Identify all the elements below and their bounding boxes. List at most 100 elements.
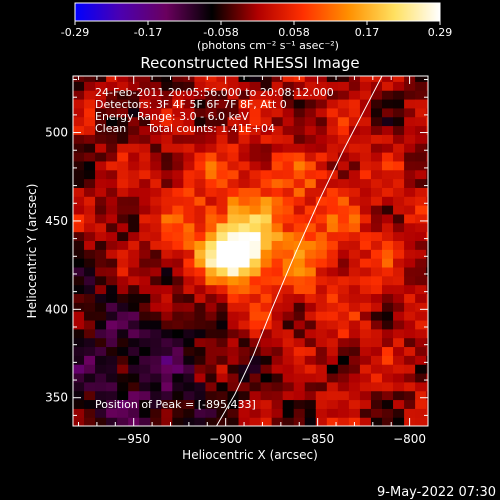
heatmap-cell xyxy=(84,178,96,188)
heatmap-cell xyxy=(271,205,284,215)
heatmap-cell xyxy=(150,275,162,286)
heatmap-cell xyxy=(337,98,350,109)
heatmap-cell xyxy=(139,107,151,118)
heatmap-cell xyxy=(238,364,251,374)
heatmap-cell xyxy=(238,417,251,426)
heatmap-cell xyxy=(415,266,427,277)
heatmap-cell xyxy=(370,107,383,118)
heatmap-cell xyxy=(227,381,240,392)
heatmap-cell xyxy=(139,98,151,109)
heatmap-cell xyxy=(194,346,207,356)
heatmap-cell xyxy=(426,293,428,303)
heatmap-cell xyxy=(73,134,85,144)
heatmap-cell xyxy=(304,302,317,312)
heatmap-cell xyxy=(304,275,317,286)
heatmap-cell xyxy=(393,346,405,356)
heatmap-cell xyxy=(117,346,129,356)
heatmap-cell xyxy=(293,222,306,233)
heatmap-cell xyxy=(260,205,273,215)
heatmap-cell xyxy=(426,355,428,365)
heatmap-cell xyxy=(216,364,229,374)
heatmap-cell xyxy=(216,337,229,348)
heatmap-cell xyxy=(293,328,306,339)
heatmap-cell xyxy=(304,249,317,259)
heatmap-cell xyxy=(205,178,218,188)
heatmap-cell xyxy=(238,293,251,303)
heatmap-cell xyxy=(315,169,328,180)
heatmap-cell xyxy=(249,266,262,277)
heatmap-cell xyxy=(337,178,350,188)
heatmap-cell xyxy=(150,222,162,233)
heatmap-cell xyxy=(260,125,273,135)
heatmap-cell xyxy=(426,417,428,426)
heatmap-cell xyxy=(404,160,416,171)
heatmap-cell xyxy=(359,81,372,91)
heatmap-cell xyxy=(117,364,129,374)
heatmap-cell xyxy=(172,381,184,392)
heatmap-cell xyxy=(382,196,394,206)
heatmap-cell xyxy=(249,178,262,188)
heatmap-cell xyxy=(227,222,240,233)
heatmap-cell xyxy=(249,107,262,118)
heatmap-cell xyxy=(172,364,184,374)
heatmap-cell xyxy=(271,222,284,233)
heatmap-cell xyxy=(194,258,207,268)
heatmap-cell xyxy=(95,107,107,118)
heatmap-cell xyxy=(205,355,218,365)
heatmap-cell xyxy=(415,152,427,162)
heatmap-cell xyxy=(326,196,339,206)
heatmap-cell xyxy=(293,116,306,127)
heatmap-cell xyxy=(293,364,306,374)
heatmap-cell xyxy=(139,346,151,356)
heatmap-cell xyxy=(359,169,372,180)
heatmap-cell xyxy=(370,408,383,418)
heatmap-cell xyxy=(216,390,229,401)
heatmap-cell xyxy=(348,266,361,277)
heatmap-cell xyxy=(117,337,129,348)
heatmap-cell xyxy=(183,399,195,409)
heatmap-cell xyxy=(249,98,262,109)
heatmap-cell xyxy=(393,381,405,392)
heatmap-cell xyxy=(260,116,273,127)
heatmap-cell xyxy=(370,381,383,392)
heatmap-cell xyxy=(315,293,328,303)
heatmap-cell xyxy=(348,293,361,303)
heatmap-cell xyxy=(238,152,251,162)
heatmap-cell xyxy=(128,408,140,418)
heatmap-cell xyxy=(106,399,118,409)
heatmap-cell xyxy=(326,408,339,418)
heatmap-cell xyxy=(172,302,184,312)
heatmap-cell xyxy=(216,231,229,241)
heatmap-cell xyxy=(337,302,350,312)
heatmap-cell xyxy=(73,328,85,339)
heatmap-cell xyxy=(150,98,162,109)
heatmap-cell xyxy=(161,76,173,82)
heatmap-cell xyxy=(106,81,118,91)
heatmap-cell xyxy=(84,328,96,339)
heatmap-cell xyxy=(393,152,405,162)
colorbar-tick-label: -0.29 xyxy=(61,26,89,39)
heatmap-cell xyxy=(404,258,416,268)
heatmap-cell xyxy=(150,143,162,153)
heatmap-cell xyxy=(382,284,394,295)
heatmap-cell xyxy=(404,266,416,277)
heatmap-cell xyxy=(370,337,383,348)
heatmap-cell xyxy=(359,116,372,127)
heatmap-cell xyxy=(293,293,306,303)
heatmap-cell xyxy=(249,381,262,392)
heatmap-cell xyxy=(95,231,107,241)
heatmap-cell xyxy=(106,160,118,171)
heatmap-cell xyxy=(304,381,317,392)
heatmap-cell xyxy=(404,107,416,118)
heatmap-cell xyxy=(205,152,218,162)
heatmap-cell xyxy=(370,311,383,321)
heatmap-cell xyxy=(139,205,151,215)
heatmap-cell xyxy=(282,169,295,180)
heatmap-cell xyxy=(315,258,328,268)
heatmap-cell xyxy=(73,337,85,348)
heatmap-cell xyxy=(238,90,251,100)
heatmap-cell xyxy=(161,90,173,100)
heatmap-cell xyxy=(161,81,173,91)
heatmap-cell xyxy=(415,98,427,109)
heatmap-cell xyxy=(106,152,118,162)
